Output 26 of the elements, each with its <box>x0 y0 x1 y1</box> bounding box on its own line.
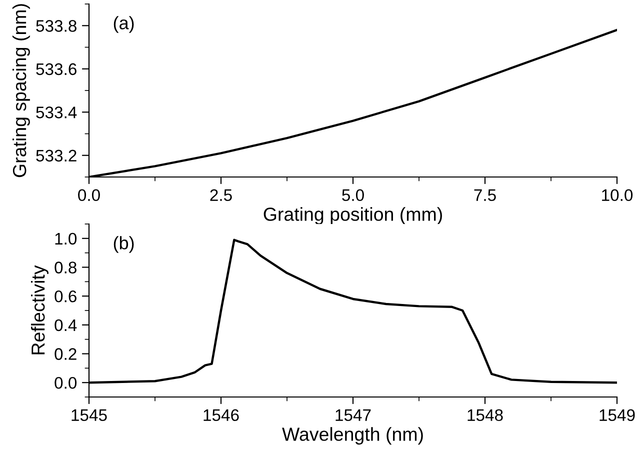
x-axis-title: Wavelength (nm) <box>282 427 423 445</box>
x-tick-label: 1548 <box>468 409 503 422</box>
x-tick-label: 10.0 <box>602 189 633 202</box>
y-axis-title: Reflectivity <box>30 265 48 354</box>
y-tick-label: 0.4 <box>54 319 77 332</box>
y-tick-label: 533.8 <box>36 20 76 32</box>
x-tick-label: 1545 <box>72 409 107 422</box>
y-tick-label: 533.4 <box>36 106 77 118</box>
x-tick-label: 1549 <box>600 409 635 422</box>
y-tick-label: 1.0 <box>55 232 77 245</box>
y-axis-title: Grating spacing (nm) <box>12 4 30 178</box>
x-tick-label: 7.5 <box>474 189 496 202</box>
y-tick-label: 533.6 <box>36 63 76 76</box>
x-axis-title: Grating position (mm) <box>264 207 442 225</box>
y-tick-label: 533.2 <box>36 150 76 162</box>
annotation: (b) <box>114 236 134 253</box>
annotation: (a) <box>114 16 134 33</box>
y-tick-label: 0.6 <box>54 290 76 302</box>
x-tick-label: 5.0 <box>342 189 364 202</box>
x-tick-label: 1547 <box>336 409 371 422</box>
x-tick-label: 2.5 <box>210 189 232 202</box>
y-tick-label: 0.0 <box>54 376 77 389</box>
x-tick-label: 1546 <box>204 409 239 422</box>
x-tick-label: 0.0 <box>78 189 100 202</box>
y-tick-label: 0.2 <box>54 348 76 360</box>
y-tick-label: 0.8 <box>54 262 76 274</box>
